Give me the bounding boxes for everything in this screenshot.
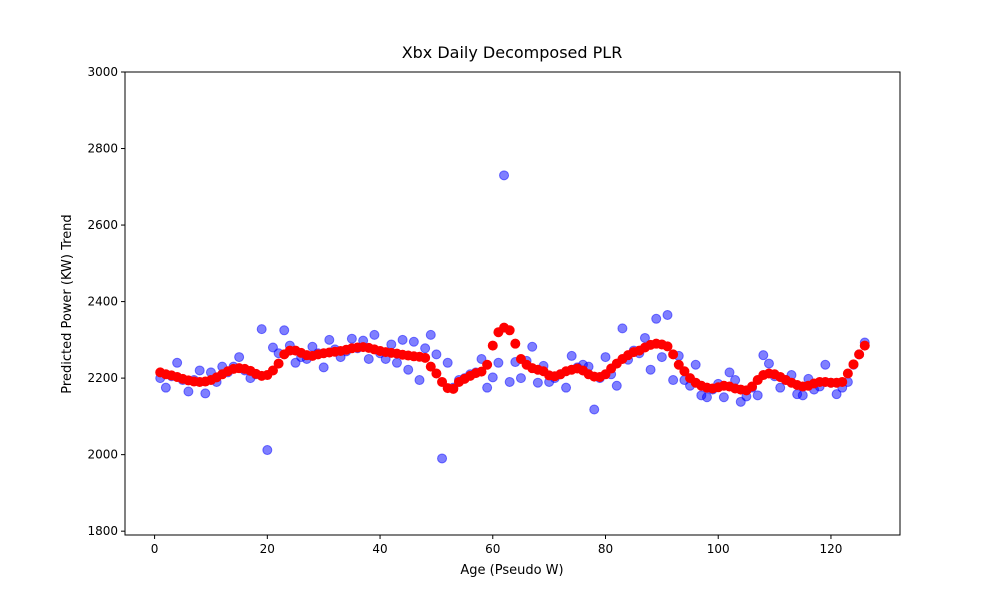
point [420,343,431,354]
point [854,349,865,360]
y-tick-label: 2400 [87,295,118,309]
point [662,309,673,320]
point [267,365,278,376]
point [820,359,831,370]
point [256,324,267,335]
point [273,358,284,369]
point [437,376,448,387]
point [797,390,808,401]
point [482,382,493,393]
y-tick-label: 2200 [87,371,118,385]
point [651,313,662,324]
point [448,383,459,394]
point [363,353,374,364]
point [600,352,611,363]
y-tick-label: 2600 [87,218,118,232]
point [431,349,442,360]
point [566,350,577,361]
point [510,338,521,349]
point [391,357,402,368]
point [848,359,859,370]
point [859,340,870,351]
point [611,380,622,391]
point [662,341,673,352]
point [561,382,572,393]
point [724,367,735,378]
point [437,453,448,464]
point [425,329,436,340]
point [482,359,493,370]
point [645,364,656,375]
point [160,382,171,393]
point [324,334,335,345]
chart-title: Xbx Daily Decomposed PLR [402,43,623,62]
point [386,339,397,350]
point [763,358,774,369]
x-axis-label: Age (Pseudo W) [460,563,563,578]
point [262,445,273,456]
point [420,352,431,363]
point [752,390,763,401]
point [425,361,436,372]
point [589,404,600,415]
point [668,375,679,386]
point [775,382,786,393]
point [403,364,414,375]
point [408,336,419,347]
point [499,170,510,181]
y-tick-label: 2800 [87,142,118,156]
point [279,325,290,336]
point [515,373,526,384]
point [183,386,194,397]
point [747,381,758,392]
point [504,376,515,387]
point [837,376,848,387]
point [668,349,679,360]
x-tick-label: 60 [485,542,500,556]
point [718,392,729,403]
y-axis-label: Predicted Power (KW) Trend [60,214,75,393]
point [527,341,538,352]
point [532,377,543,388]
point [656,352,667,363]
point [673,359,684,370]
point [679,366,690,377]
y-tick-label: 1800 [87,524,118,538]
point [487,372,498,383]
point [346,333,357,344]
point [758,350,769,361]
point [369,329,380,340]
x-tick-label: 80 [598,542,613,556]
point [431,368,442,379]
point [701,392,712,403]
x-tick-label: 0 [151,542,159,556]
y-tick-label: 2000 [87,448,118,462]
point [200,388,211,399]
point [487,340,498,351]
point [842,368,853,379]
x-tick-label: 20 [260,542,275,556]
point [172,357,183,368]
point [617,323,628,334]
point [234,352,245,363]
point [414,375,425,386]
point [493,357,504,368]
point [504,325,515,336]
x-tick-label: 100 [707,542,730,556]
point [639,332,650,343]
point [442,357,453,368]
x-tick-label: 120 [820,542,843,556]
x-tick-label: 40 [372,542,387,556]
point [690,359,701,370]
point [476,366,487,377]
point [397,334,408,345]
point [318,362,329,373]
point [831,389,842,400]
point [194,365,205,376]
plot-frame [124,71,901,536]
y-tick-label: 3000 [87,65,118,79]
